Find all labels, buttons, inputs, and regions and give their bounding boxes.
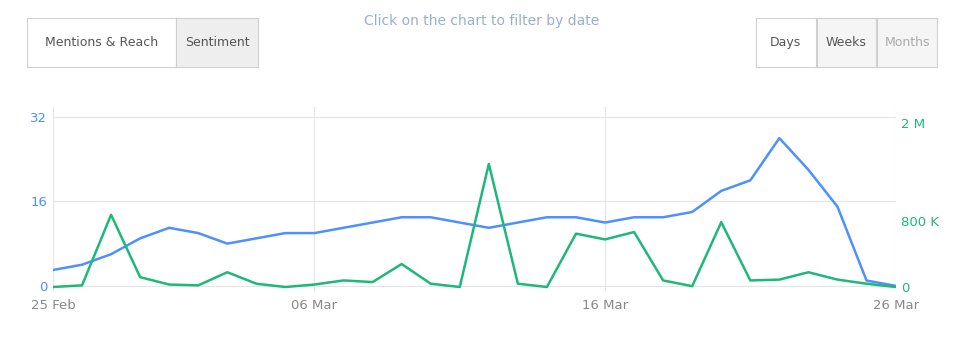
Text: Days: Days — [770, 36, 801, 49]
Text: Sentiment: Sentiment — [185, 36, 249, 49]
Text: Weeks: Weeks — [826, 36, 867, 49]
Text: Click on the chart to filter by date: Click on the chart to filter by date — [364, 14, 599, 28]
Text: Mentions & Reach: Mentions & Reach — [45, 36, 158, 49]
Text: Months: Months — [884, 36, 930, 49]
